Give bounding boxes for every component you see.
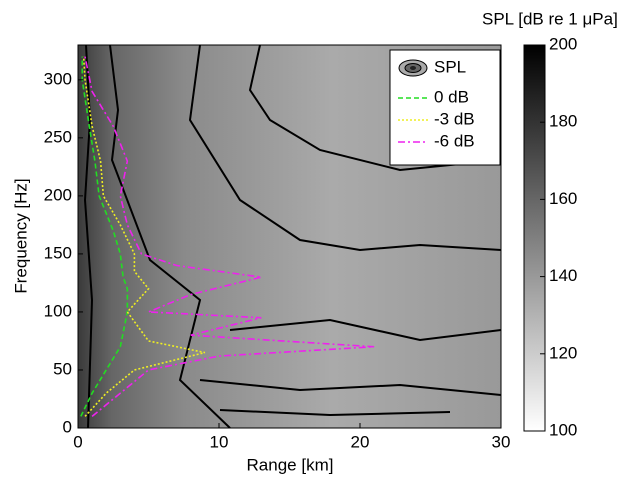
colorbar-tick-label: 200 <box>549 34 577 53</box>
colorbar-tick-label: 140 <box>549 266 577 285</box>
y-tick-label: 0 <box>63 417 72 436</box>
colorbar <box>523 44 546 432</box>
line-0 <box>80 56 129 417</box>
line-1 <box>82 56 206 417</box>
x-axis-label: Range [km] <box>247 455 334 474</box>
colorbar-tick-label: 180 <box>549 112 577 131</box>
y-tick-label: 300 <box>44 69 72 88</box>
colorbar-title: SPL [dB re 1 μPa] <box>482 9 618 28</box>
x-tick-label: 30 <box>492 432 511 451</box>
colorbar-tick-label: 120 <box>549 343 577 362</box>
y-tick-label: 200 <box>44 185 72 204</box>
y-tick-label: 150 <box>44 243 72 262</box>
colorbar-tick-label: 100 <box>549 420 577 439</box>
plot-frame <box>77 44 502 429</box>
y-axis-label: Frequency [Hz] <box>11 178 30 293</box>
contours <box>83 45 501 428</box>
legend-label: SPL <box>434 57 466 76</box>
y-tick-label: 250 <box>44 127 72 146</box>
legend-label: -3 dB <box>434 109 475 128</box>
y-tick-label: 100 <box>44 301 72 320</box>
colorbar-tick-label: 160 <box>549 189 577 208</box>
x-tick-label: 0 <box>73 432 82 451</box>
x-tick-label: 10 <box>210 432 229 451</box>
legend-label: 0 dB <box>434 87 469 106</box>
legend-label: -6 dB <box>434 131 475 150</box>
x-tick-label: 20 <box>351 432 370 451</box>
line-2 <box>84 56 375 418</box>
y-tick-label: 50 <box>53 359 72 378</box>
legend-icon <box>410 66 416 70</box>
